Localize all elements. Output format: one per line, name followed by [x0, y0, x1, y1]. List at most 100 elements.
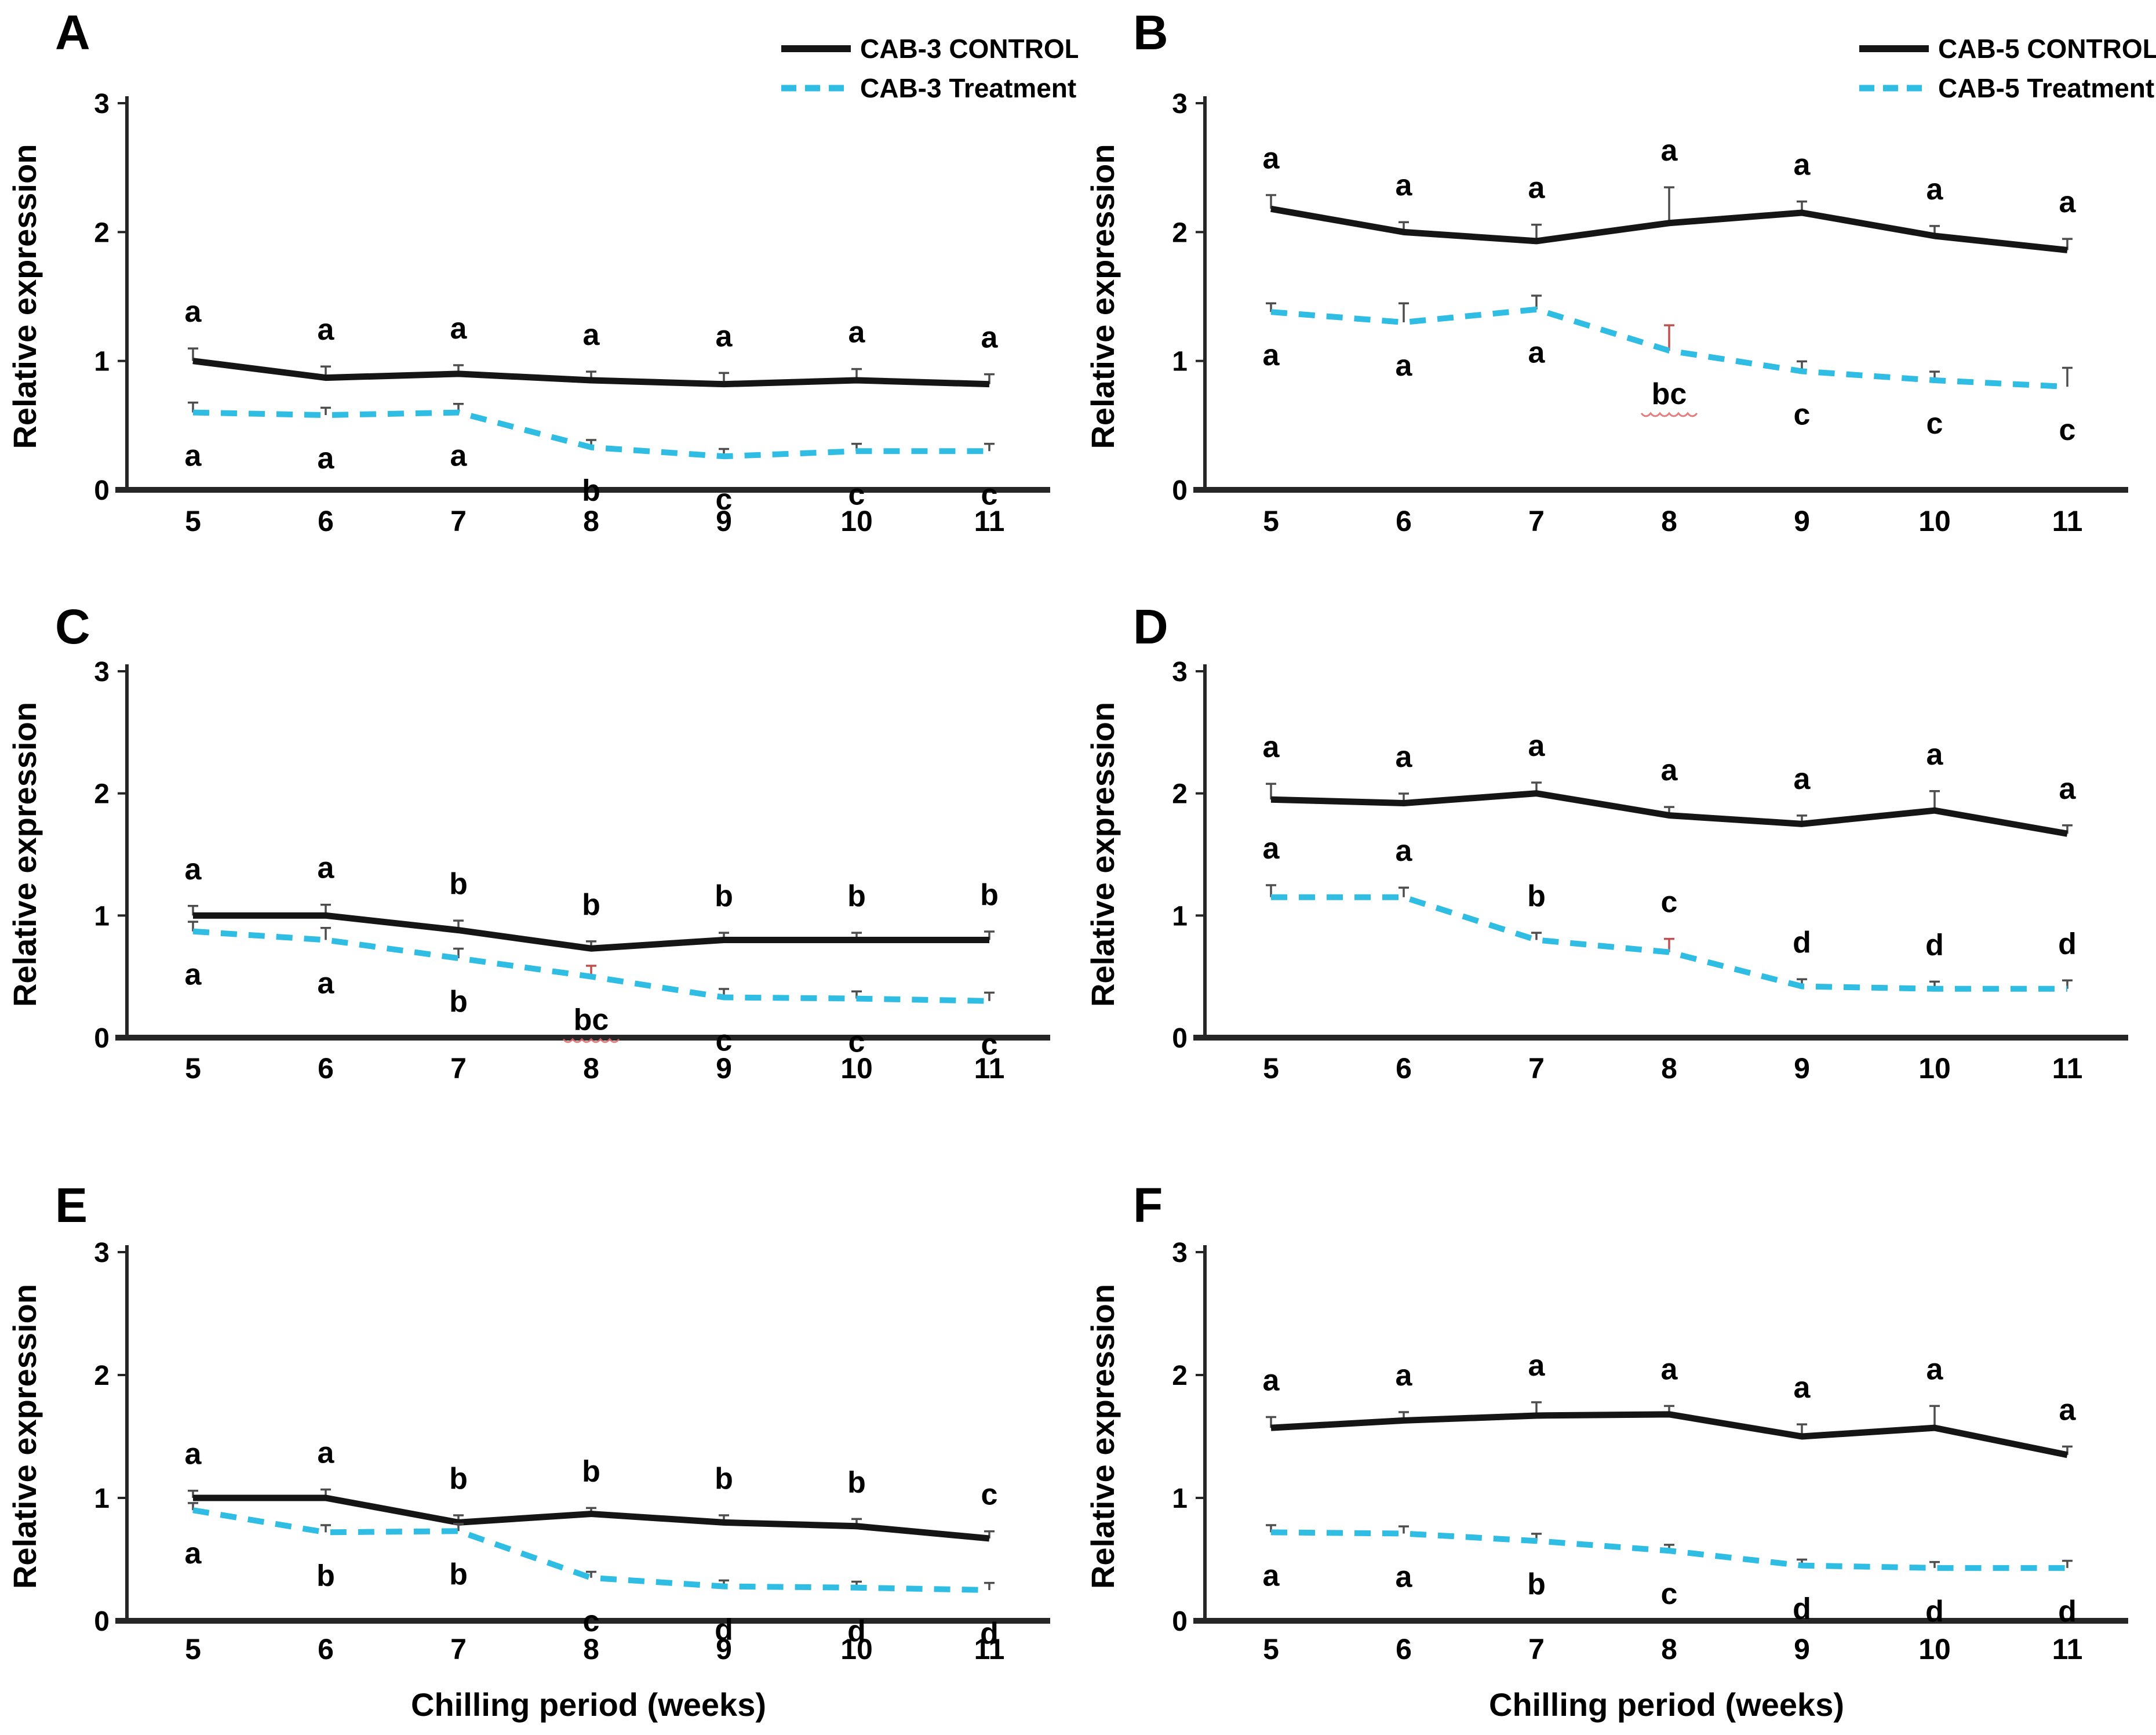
x-tick-label: 5: [1263, 1633, 1279, 1665]
x-tick-label: 7: [450, 505, 467, 537]
x-tick-label: 6: [318, 1633, 334, 1665]
legend-label: CAB-3 CONTROL: [860, 34, 1078, 64]
significance-letter: a: [185, 1438, 202, 1471]
legend-label: CAB-5 Treatment: [1938, 73, 2154, 103]
significance-letter: a: [1661, 754, 1678, 787]
significance-letter: a: [318, 442, 335, 475]
significance-letter: d: [2058, 1595, 2077, 1628]
significance-letter: d: [1925, 928, 1944, 962]
significance-letter: a: [185, 958, 202, 992]
significance-letter: a: [450, 439, 468, 473]
y-tick-label: 2: [1172, 1361, 1188, 1391]
significance-letter: c: [981, 1478, 998, 1512]
y-tick-label: 0: [94, 1023, 110, 1054]
y-tick-label: 0: [94, 1606, 110, 1637]
x-tick-label: 8: [583, 1633, 599, 1665]
significance-letter: c: [1926, 407, 1943, 441]
significance-letter: d: [1793, 1592, 1811, 1626]
x-tick-label: 11: [2052, 505, 2083, 537]
significance-letter: a: [318, 313, 335, 347]
control-series-line: [192, 358, 990, 388]
significance-letter: a: [1528, 172, 1546, 205]
significance-letter: a: [185, 1537, 202, 1570]
significance-letter: a: [1263, 730, 1280, 764]
significance-letter: b: [847, 1465, 866, 1499]
legend-label: CAB-3 Treatment: [860, 73, 1076, 103]
x-tick-label: 10: [840, 505, 873, 537]
significance-letter: a: [1926, 173, 1944, 206]
significance-letter: a: [318, 852, 335, 885]
significance-letter: a: [1396, 169, 1413, 202]
significance-letter: a: [1661, 134, 1678, 168]
panel-label: A: [55, 5, 90, 60]
significance-letter: bc: [574, 1003, 609, 1037]
significance-letter: a: [716, 319, 733, 353]
y-tick-label: 3: [1172, 1238, 1188, 1268]
significance-letter: b: [715, 1462, 733, 1496]
legend-item-control: CAB-5 CONTROL: [1859, 34, 2156, 64]
significance-letter: d: [1793, 926, 1811, 959]
x-tick-label: 10: [1918, 505, 1951, 537]
y-tick-label: 1: [1172, 347, 1188, 377]
significance-letter: b: [449, 1462, 468, 1496]
treatment-series-line: [1270, 306, 2068, 390]
y-tick-label: 3: [94, 657, 110, 688]
significance-letter: c: [848, 478, 865, 511]
x-tick-label: 6: [1396, 1052, 1412, 1085]
legend-item-treatment: CAB-3 Treatment: [781, 73, 1076, 103]
significance-letter: a: [1396, 1359, 1413, 1392]
y-tick-label: 3: [94, 89, 110, 119]
significance-letter: a: [1661, 1352, 1678, 1386]
significance-letter: a: [1263, 339, 1280, 372]
control-series-line: [193, 1494, 990, 1542]
significance-letter: b: [316, 1559, 335, 1592]
x-tick-label: 9: [1794, 1052, 1810, 1085]
y-tick-label: 1: [94, 901, 110, 932]
x-tick-label: 10: [1918, 1633, 1951, 1665]
significance-letter: a: [1396, 834, 1413, 868]
significance-letter: a: [1263, 832, 1280, 865]
y-axis-title: Relative expression: [6, 144, 43, 449]
x-tick-label: 9: [716, 505, 732, 537]
treatment-series-line: [192, 928, 990, 1004]
significance-letter: c: [716, 1024, 733, 1057]
panel-D-chart: D Relative expression 0 1 2 3 5 6 7 8 9 10 11 a a a a a a a…: [1084, 599, 2128, 1085]
x-tick-label: 5: [1263, 1052, 1279, 1085]
significance-letter: a: [1528, 336, 1546, 370]
panel-E-chart: E Relative expression 0 1 2 3 5 6 7 8 9 10 11 Chillin…: [6, 1178, 1050, 1723]
significance-letter: bc: [1652, 377, 1687, 411]
significance-letter: a: [2059, 1393, 2077, 1427]
significance-letter: b: [449, 985, 468, 1019]
y-tick-label: 2: [1172, 217, 1188, 248]
significance-letter: a: [450, 312, 468, 345]
significance-letter: c: [1794, 398, 1811, 431]
significance-letter: d: [980, 1617, 999, 1650]
x-axis-title: Chilling period (weeks): [1489, 1686, 1844, 1723]
legend-item-treatment: CAB-5 Treatment: [1859, 73, 2154, 103]
x-tick-label: 8: [1661, 1052, 1677, 1085]
significance-letter: b: [449, 867, 468, 901]
significance-letter: b: [1527, 879, 1546, 913]
significance-letter: d: [715, 1613, 733, 1647]
y-axis-title: Relative expression: [6, 702, 43, 1007]
x-tick-label: 5: [185, 505, 201, 537]
significance-letter: c: [716, 483, 733, 517]
spellcheck-wavy-underline: [1640, 412, 1698, 417]
significance-letter: a: [1794, 762, 1811, 796]
x-tick-label: 11: [974, 1052, 1005, 1085]
significance-letter: c: [583, 1605, 600, 1638]
significance-letter: a: [185, 439, 202, 473]
significance-letter: a: [2059, 772, 2077, 806]
panel-label: B: [1133, 5, 1168, 60]
treatment-series-line: [192, 409, 989, 460]
significance-letter: a: [1926, 1352, 1944, 1386]
significance-letter: c: [981, 1028, 998, 1061]
significance-letter: b: [847, 879, 866, 913]
legend-label: CAB-5 CONTROL: [1938, 34, 2156, 64]
significance-letter: d: [1925, 1595, 1944, 1628]
x-tick-label: 5: [185, 1633, 201, 1665]
y-axis-title: Relative expression: [1084, 702, 1121, 1007]
significance-letter: a: [1794, 1371, 1811, 1405]
panel-label: E: [55, 1178, 88, 1232]
x-tick-label: 11: [974, 505, 1005, 537]
